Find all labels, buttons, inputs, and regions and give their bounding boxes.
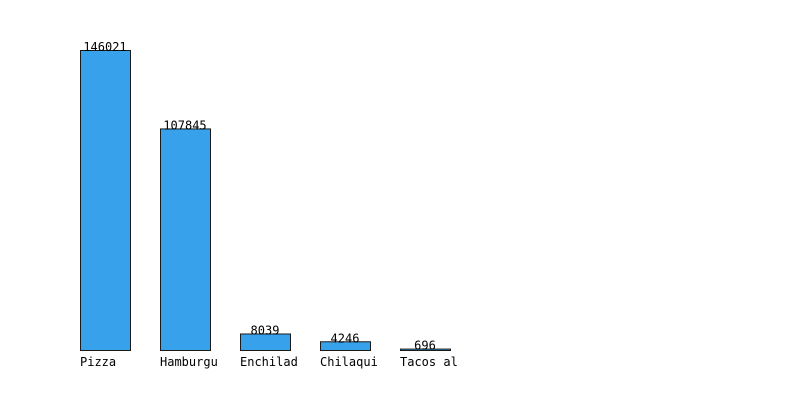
bar-3 <box>240 333 291 352</box>
bar-1 <box>80 50 131 351</box>
x-tick-label-5: Tacos al <box>400 355 458 369</box>
bar-2 <box>160 128 211 351</box>
bar-5 <box>400 348 451 351</box>
data-label-4: 4246 <box>331 331 360 345</box>
x-tick-label-3: Enchilad <box>240 355 298 369</box>
x-tick-label-1: Pizza <box>80 355 116 369</box>
x-tick-label-2: Hamburgu <box>160 355 218 369</box>
bar-4 <box>320 341 371 352</box>
x-tick-label-4: Chilaqui <box>320 355 378 369</box>
data-label-5: 696 <box>414 339 436 353</box>
data-label-1: 146021 <box>83 40 126 54</box>
data-label-2: 107845 <box>163 118 206 132</box>
data-label-3: 8039 <box>251 323 280 337</box>
